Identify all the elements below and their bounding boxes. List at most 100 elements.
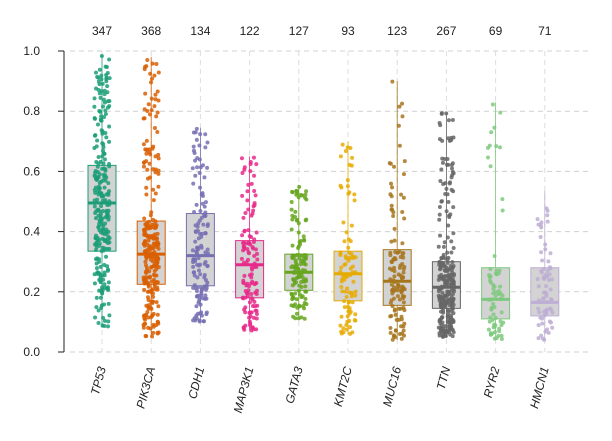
point-TP53 bbox=[100, 141, 105, 146]
point-TP53 bbox=[92, 281, 97, 286]
point-KMT2C bbox=[342, 239, 347, 244]
category-label-HMCN1: HMCN1 bbox=[527, 365, 552, 410]
point-MAP3K1 bbox=[240, 193, 245, 198]
point-TTN bbox=[445, 260, 450, 265]
point-PIK3CA bbox=[151, 187, 156, 192]
point-RYR2 bbox=[499, 333, 504, 338]
point-GATA3 bbox=[299, 315, 304, 320]
point-CDH1 bbox=[194, 304, 199, 309]
point-MUC16 bbox=[390, 337, 395, 342]
point-KMT2C bbox=[344, 327, 349, 332]
point-CDH1 bbox=[197, 296, 202, 301]
point-CDH1 bbox=[201, 319, 206, 324]
point-PIK3CA bbox=[152, 126, 157, 131]
point-PIK3CA bbox=[156, 304, 161, 309]
point-TP53 bbox=[99, 54, 104, 59]
point-HMCN1 bbox=[538, 234, 543, 239]
point-TTN bbox=[440, 315, 445, 320]
point-CDH1 bbox=[196, 263, 201, 268]
point-MAP3K1 bbox=[248, 314, 253, 319]
point-TP53 bbox=[99, 77, 104, 82]
count-label-KMT2C: 93 bbox=[341, 24, 355, 38]
point-TP53 bbox=[98, 109, 103, 114]
point-GATA3 bbox=[301, 237, 306, 242]
point-TP53 bbox=[101, 97, 106, 102]
point-GATA3 bbox=[293, 260, 298, 265]
point-MAP3K1 bbox=[241, 280, 246, 285]
point-CDH1 bbox=[200, 231, 205, 236]
point-MAP3K1 bbox=[249, 292, 254, 297]
point-TTN bbox=[448, 332, 453, 337]
point-MUC16 bbox=[397, 265, 402, 270]
point-TP53 bbox=[104, 254, 109, 259]
point-HMCN1 bbox=[541, 266, 546, 271]
point-KMT2C bbox=[353, 312, 358, 317]
point-MUC16 bbox=[392, 255, 397, 260]
point-MAP3K1 bbox=[251, 155, 256, 160]
point-PIK3CA bbox=[141, 164, 146, 169]
point-CDH1 bbox=[205, 165, 210, 170]
point-TP53 bbox=[92, 146, 97, 151]
point-HMCN1 bbox=[539, 225, 544, 230]
point-MUC16 bbox=[399, 324, 404, 329]
point-MAP3K1 bbox=[241, 244, 246, 249]
point-HMCN1 bbox=[543, 290, 548, 295]
point-KMT2C bbox=[349, 290, 354, 295]
point-TP53 bbox=[100, 131, 105, 136]
point-CDH1 bbox=[195, 275, 200, 280]
point-MAP3K1 bbox=[241, 296, 246, 301]
point-KMT2C bbox=[345, 145, 350, 150]
point-TTN bbox=[450, 170, 455, 175]
box-MAP3K1 bbox=[235, 240, 265, 299]
point-MUC16 bbox=[397, 143, 402, 148]
point-PIK3CA bbox=[155, 110, 160, 115]
count-label-HMCN1: 71 bbox=[538, 24, 552, 38]
point-TTN bbox=[437, 204, 442, 209]
point-TP53 bbox=[95, 122, 100, 127]
point-PIK3CA bbox=[150, 334, 155, 339]
point-PIK3CA bbox=[152, 277, 157, 282]
point-TTN bbox=[444, 209, 449, 214]
point-RYR2 bbox=[497, 268, 502, 273]
point-GATA3 bbox=[304, 189, 309, 194]
point-KMT2C bbox=[353, 289, 358, 294]
point-KMT2C bbox=[345, 314, 350, 319]
point-CDH1 bbox=[195, 247, 200, 252]
point-MUC16 bbox=[388, 326, 393, 331]
point-MAP3K1 bbox=[245, 281, 250, 286]
point-TP53 bbox=[106, 280, 111, 285]
point-PIK3CA bbox=[154, 114, 159, 119]
point-TP53 bbox=[103, 112, 108, 117]
point-KMT2C bbox=[344, 295, 349, 300]
point-MUC16 bbox=[391, 213, 396, 218]
point-MUC16 bbox=[391, 296, 396, 301]
point-MAP3K1 bbox=[246, 228, 251, 233]
point-KMT2C bbox=[342, 305, 347, 310]
point-TTN bbox=[437, 217, 442, 222]
point-TP53 bbox=[95, 169, 100, 174]
point-PIK3CA bbox=[141, 142, 146, 147]
point-KMT2C bbox=[339, 314, 344, 319]
point-KMT2C bbox=[346, 191, 351, 196]
point-PIK3CA bbox=[154, 273, 159, 278]
point-GATA3 bbox=[303, 289, 308, 294]
point-PIK3CA bbox=[156, 98, 161, 103]
point-TTN bbox=[451, 297, 456, 302]
point-KMT2C bbox=[339, 265, 344, 270]
point-MUC16 bbox=[388, 161, 393, 166]
point-HMCN1 bbox=[545, 274, 550, 279]
point-TTN bbox=[439, 167, 444, 172]
count-label-MAP3K1: 122 bbox=[240, 24, 260, 38]
point-PIK3CA bbox=[154, 62, 159, 67]
point-KMT2C bbox=[348, 331, 353, 336]
point-PIK3CA bbox=[148, 71, 153, 76]
point-RYR2 bbox=[499, 336, 504, 341]
point-MAP3K1 bbox=[245, 247, 250, 252]
point-GATA3 bbox=[304, 302, 309, 307]
point-HMCN1 bbox=[543, 242, 548, 247]
point-MAP3K1 bbox=[242, 167, 247, 172]
point-MUC16 bbox=[390, 185, 395, 190]
point-MAP3K1 bbox=[252, 237, 257, 242]
point-CDH1 bbox=[203, 145, 208, 150]
